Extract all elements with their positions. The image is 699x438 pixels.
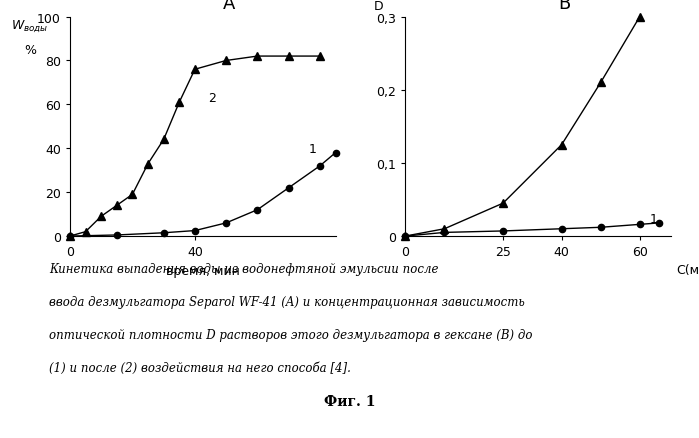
Text: Кинетика выпадения воды из водонефтяной эмульсии после: Кинетика выпадения воды из водонефтяной … [49,263,438,276]
Text: 1: 1 [309,142,317,155]
Text: (1) и после (2) воздействия на него способа [4].: (1) и после (2) воздействия на него спос… [49,361,351,374]
Text: C(мг/л): C(мг/л) [677,263,699,276]
X-axis label: время, мин: время, мин [166,264,240,277]
Text: оптической плотности D растворов этого дезмульгатора в гексане (B) до: оптической плотности D растворов этого д… [49,328,533,342]
Text: Фиг. 1: Фиг. 1 [324,394,375,408]
Text: 2: 2 [208,92,216,105]
Text: 1: 1 [650,212,658,226]
Text: ввода дезмульгатора Separol WF-41 (A) и концентрационная зависимость: ввода дезмульгатора Separol WF-41 (A) и … [49,296,525,309]
Text: $W_{воды}$: $W_{воды}$ [11,18,49,33]
Text: B: B [559,0,571,13]
Text: D: D [373,0,383,13]
Text: A: A [223,0,236,13]
Text: %: % [24,44,37,57]
